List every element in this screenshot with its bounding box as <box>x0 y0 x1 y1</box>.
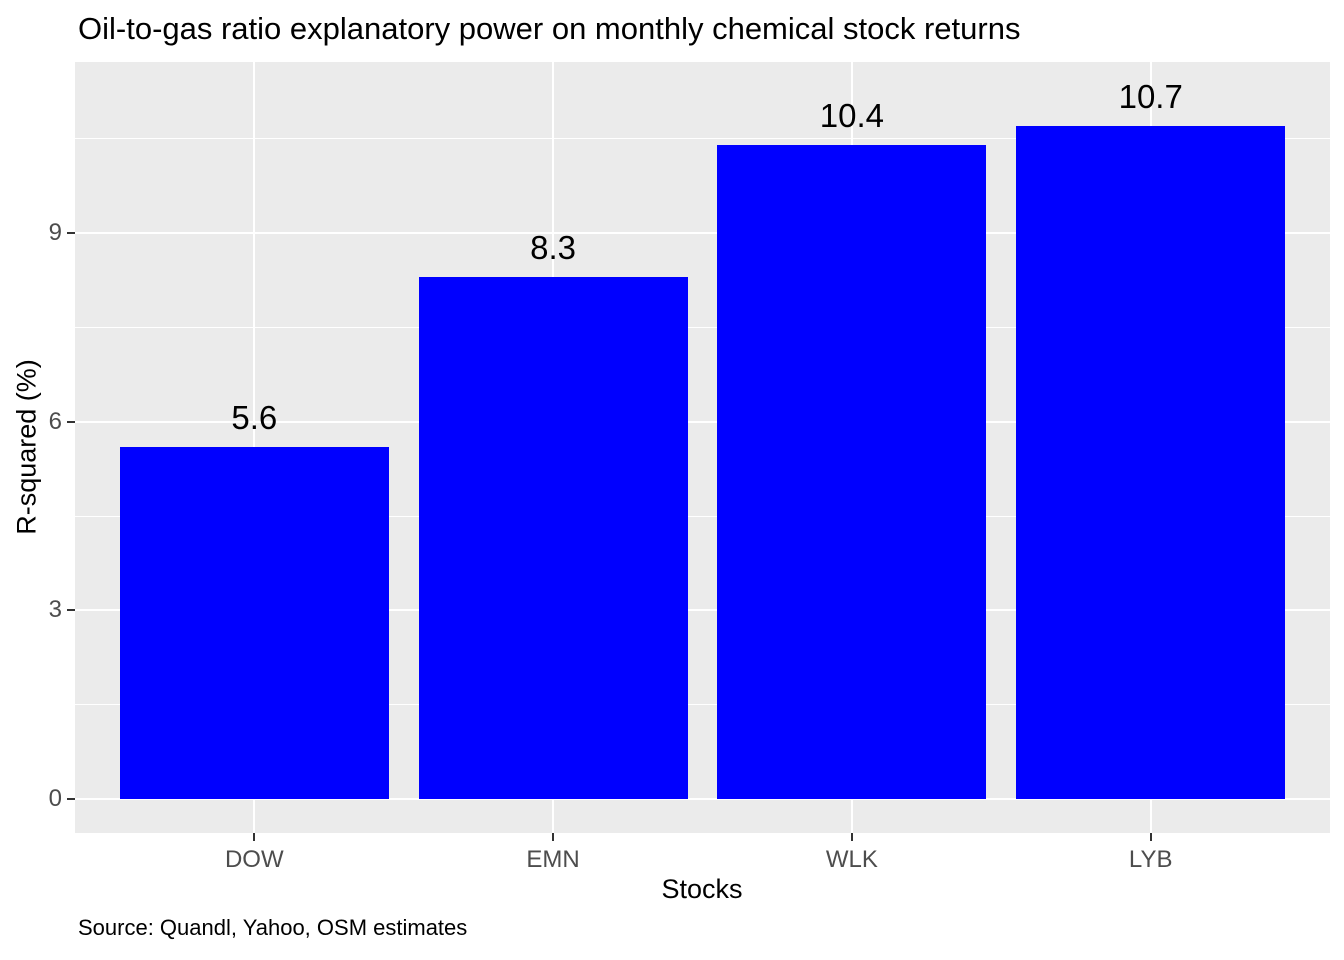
y-tick-mark <box>67 609 75 612</box>
bar-lyb <box>1016 126 1286 800</box>
y-tick-label: 9 <box>48 219 62 247</box>
major-gridline <box>75 420 1330 423</box>
y-tick-label: 0 <box>48 785 62 813</box>
x-tick-mark <box>1149 833 1152 841</box>
y-tick-mark <box>67 232 75 235</box>
minor-gridline <box>75 138 1330 140</box>
x-tick-label-emn: EMN <box>526 846 580 873</box>
minor-gridline <box>75 704 1330 706</box>
major-gridline <box>75 232 1330 235</box>
bar-value-label: 10.7 <box>1118 78 1183 116</box>
x-tick-mark <box>253 833 256 841</box>
bar-value-label: 5.6 <box>231 398 278 436</box>
plot-panel: 5.6 8.3 10.4 10.7 <box>75 62 1330 833</box>
chart-title: Oil-to-gas ratio explanatory power on mo… <box>78 11 1021 46</box>
bar-wlk <box>717 145 987 800</box>
y-axis-title: R-squared (%) <box>11 359 42 535</box>
bar-emn <box>418 277 688 800</box>
x-tick-mark <box>850 833 853 841</box>
major-gridline <box>75 798 1330 801</box>
bar-value-label: 10.4 <box>819 97 885 134</box>
x-axis-title: Stocks <box>661 874 743 904</box>
y-tick-label: 6 <box>48 407 62 435</box>
bar-value-label: 8.3 <box>530 229 577 267</box>
minor-gridline <box>75 326 1330 328</box>
major-gridline <box>75 609 1330 612</box>
x-tick-label-dow: DOW <box>224 846 284 873</box>
x-tick-label-wlk: WLK <box>825 846 878 873</box>
y-tick-label: 3 <box>48 596 62 624</box>
y-tick-mark <box>67 420 75 423</box>
bar-dow <box>119 446 389 800</box>
y-tick-mark <box>67 798 75 801</box>
minor-gridline <box>75 515 1330 517</box>
source-caption: Source: Quandl, Yahoo, OSM estimates <box>78 915 468 940</box>
x-tick-mark <box>552 833 555 841</box>
x-tick-label-lyb: LYB <box>1128 846 1173 873</box>
